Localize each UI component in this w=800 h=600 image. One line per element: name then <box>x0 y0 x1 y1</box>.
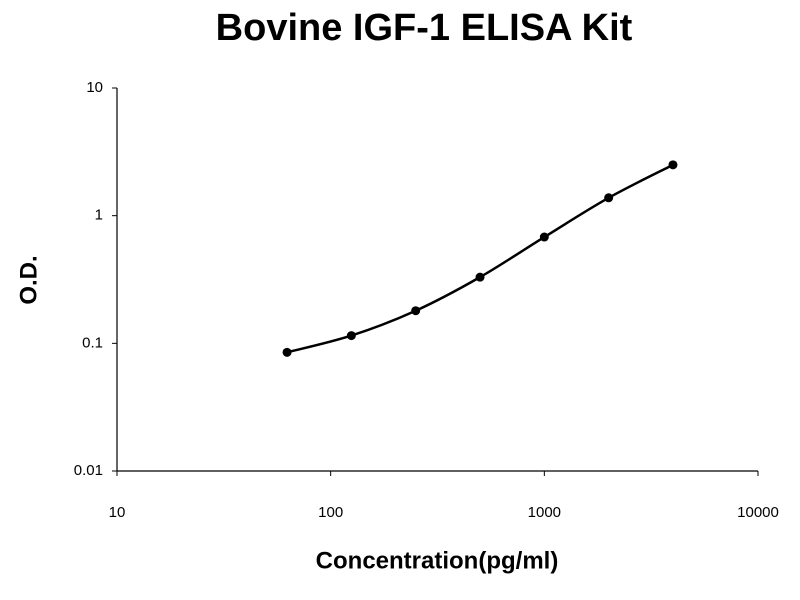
data-point <box>539 232 549 242</box>
data-point <box>668 160 678 170</box>
x-tick-label: 10 <box>109 504 126 521</box>
chart-title: Bovine IGF-1 ELISA Kit <box>216 7 633 49</box>
y-tick-label: 0.1 <box>82 334 103 351</box>
data-point <box>475 272 485 282</box>
data-point <box>282 347 292 357</box>
y-tick-label: 10 <box>86 79 103 96</box>
x-tick-label: 10000 <box>737 504 779 521</box>
y-tick-label: 1 <box>95 207 103 224</box>
x-axis-label: Concentration(pg/ml) <box>316 547 559 574</box>
data-point <box>604 193 614 203</box>
data-point <box>411 306 421 316</box>
y-tick-label: 0.01 <box>74 462 103 479</box>
y-axis-label: O.D. <box>15 255 42 304</box>
x-tick-label: 100 <box>318 504 343 521</box>
data-point <box>346 331 356 341</box>
x-tick-label: 1000 <box>528 504 561 521</box>
